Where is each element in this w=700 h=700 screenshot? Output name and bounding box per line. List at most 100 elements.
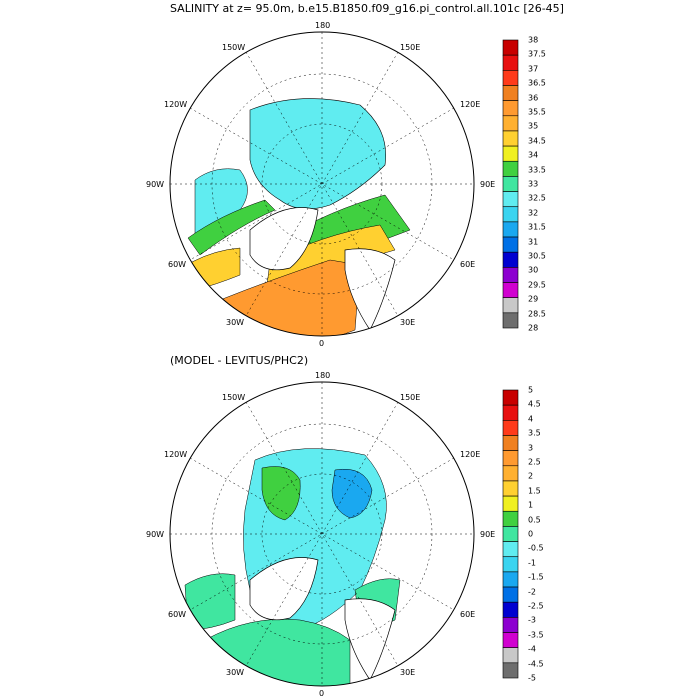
lon-label-90w: 90W	[146, 180, 164, 189]
salinity-map: 180 150W 150E 120W 120E 90W 90E 60W 60E …	[146, 21, 519, 348]
colorbar-swatch	[502, 601, 519, 618]
lon-label-90w-b: 90W	[146, 530, 164, 539]
colorbar-swatch	[502, 130, 519, 147]
lon-label-180-b: 180	[315, 371, 330, 380]
lon-label-90e: 90E	[480, 180, 495, 189]
difference-panel: (MODEL - LEVITUS/PHC2)	[0, 350, 700, 700]
colorbar-swatch	[502, 312, 519, 329]
colorbar-tick-label: 30	[528, 265, 539, 275]
lon-label-150w-b: 150W	[222, 393, 245, 402]
colorbar-tick-label: 31	[528, 237, 539, 247]
lon-label-90e-b: 90E	[480, 530, 495, 539]
colorbar-tick-label: 34.5	[528, 136, 546, 146]
colorbar-swatch	[502, 267, 519, 283]
colorbar-swatch	[502, 297, 519, 314]
colorbar-swatch	[502, 70, 519, 86]
lon-label-30w: 30W	[226, 318, 244, 327]
colorbar-swatch	[502, 236, 519, 253]
lon-label-150e-b: 150E	[400, 393, 420, 402]
colorbar-swatch	[502, 662, 519, 679]
colorbar-swatch	[502, 282, 519, 298]
lon-label-120w-b: 120W	[164, 450, 187, 459]
colorbar-tick-label: 32	[528, 208, 539, 218]
colorbar-tick-label: 36.5	[528, 78, 546, 88]
colorbar-swatch	[502, 145, 519, 162]
colorbar-tick-label: 1	[528, 500, 534, 510]
colorbar-tick-label: -3	[528, 615, 536, 625]
colorbar-swatch	[502, 100, 519, 117]
colorbar-tick-label: 29.5	[528, 280, 546, 290]
lon-label-150w: 150W	[222, 43, 245, 52]
lon-label-60e: 60E	[460, 260, 475, 269]
colorbar-swatch	[502, 221, 519, 238]
diff-green-west	[184, 573, 236, 631]
lon-label-150e: 150E	[400, 43, 420, 52]
colorbar-tick-label: 37	[528, 64, 539, 74]
colorbar-swatch	[502, 115, 519, 132]
scandinavia	[344, 248, 396, 331]
colorbar-tick-label: 33	[528, 179, 539, 189]
colorbar-tick-label: -5	[528, 673, 536, 683]
colorbar-swatch	[502, 526, 519, 542]
colorbar-tick-label: 2.5	[528, 457, 541, 467]
lon-label-60w-b: 60W	[168, 610, 186, 619]
colorbar-swatch	[502, 54, 519, 71]
lon-label-30e: 30E	[400, 318, 415, 327]
colorbar-tick-label: 0.5	[528, 515, 541, 525]
salinity-panel: SALINITY at z= 95.0m, b.e15.B1850.f09_g1…	[146, 2, 564, 348]
colorbar-swatch	[502, 39, 519, 56]
colorbar-tick-label: -2.5	[528, 601, 544, 611]
colorbar-tick-label: 28.5	[528, 309, 546, 319]
lon-label-0-b: 0	[319, 689, 324, 698]
colorbar-tick-label: -4.5	[528, 659, 544, 669]
arctic-basin-region	[249, 98, 386, 210]
colorbar-tick-label: 3.5	[528, 428, 541, 438]
lon-label-60e-b: 60E	[460, 610, 475, 619]
scandinavia-bottom	[344, 598, 396, 681]
colorbar-tick-label: 33.5	[528, 165, 546, 175]
colorbar-swatch	[502, 450, 519, 467]
colorbar-swatch	[502, 176, 519, 192]
colorbar-tick-label: 4	[528, 414, 534, 424]
colorbar-tick-label: -0.5	[528, 543, 544, 553]
colorbar-tick-label: 35	[528, 121, 539, 131]
colorbar-tick-label: -2	[528, 587, 536, 597]
colorbar-swatch	[502, 160, 519, 177]
colorbar-tick-label: 37.5	[528, 49, 546, 59]
colorbar-tick-label: 1.5	[528, 486, 541, 496]
colorbar-swatch	[502, 510, 519, 527]
colorbar-swatch	[502, 632, 519, 648]
lon-label-180: 180	[315, 21, 330, 30]
colorbar-swatch	[502, 435, 519, 451]
colorbar-swatch	[502, 480, 519, 497]
colorbar-swatch	[502, 465, 519, 482]
colorbar-tick-label: 36	[528, 93, 539, 103]
lon-label-60w: 60W	[168, 260, 186, 269]
difference-map: 180 150W 150E 120W 120E 90W 90E 60W 60E …	[146, 371, 519, 698]
difference-title: (MODEL - LEVITUS/PHC2)	[170, 354, 309, 367]
colorbar-tick-label: 0	[528, 529, 534, 539]
salinity-title: SALINITY at z= 95.0m, b.e15.B1850.f09_g1…	[170, 2, 564, 15]
lon-label-30e-b: 30E	[400, 668, 415, 677]
salinity-colorbar	[502, 39, 519, 329]
colorbar-tick-label: 3	[528, 443, 534, 453]
colorbar-tick-label: 5	[528, 385, 534, 395]
colorbar-swatch	[502, 191, 519, 208]
colorbar-tick-label: 34	[528, 150, 539, 160]
colorbar-swatch	[502, 420, 519, 436]
colorbar-swatch	[502, 647, 519, 664]
colorbar-tick-label: 35.5	[528, 107, 546, 117]
colorbar-tick-label: -1.5	[528, 572, 544, 582]
colorbar-swatch	[502, 571, 519, 588]
colorbar-swatch	[502, 617, 519, 633]
colorbar-tick-label: -4	[528, 644, 536, 654]
lon-label-120w: 120W	[164, 100, 187, 109]
colorbar-swatch	[502, 495, 519, 512]
colorbar-tick-label: 30.5	[528, 251, 546, 261]
lon-label-30w-b: 30W	[226, 668, 244, 677]
greenland-bottom	[249, 557, 319, 621]
colorbar-tick-label: -1	[528, 558, 536, 568]
diff-green-left	[261, 466, 301, 521]
diff-blue-spot	[331, 468, 373, 519]
lon-label-0: 0	[319, 339, 324, 348]
